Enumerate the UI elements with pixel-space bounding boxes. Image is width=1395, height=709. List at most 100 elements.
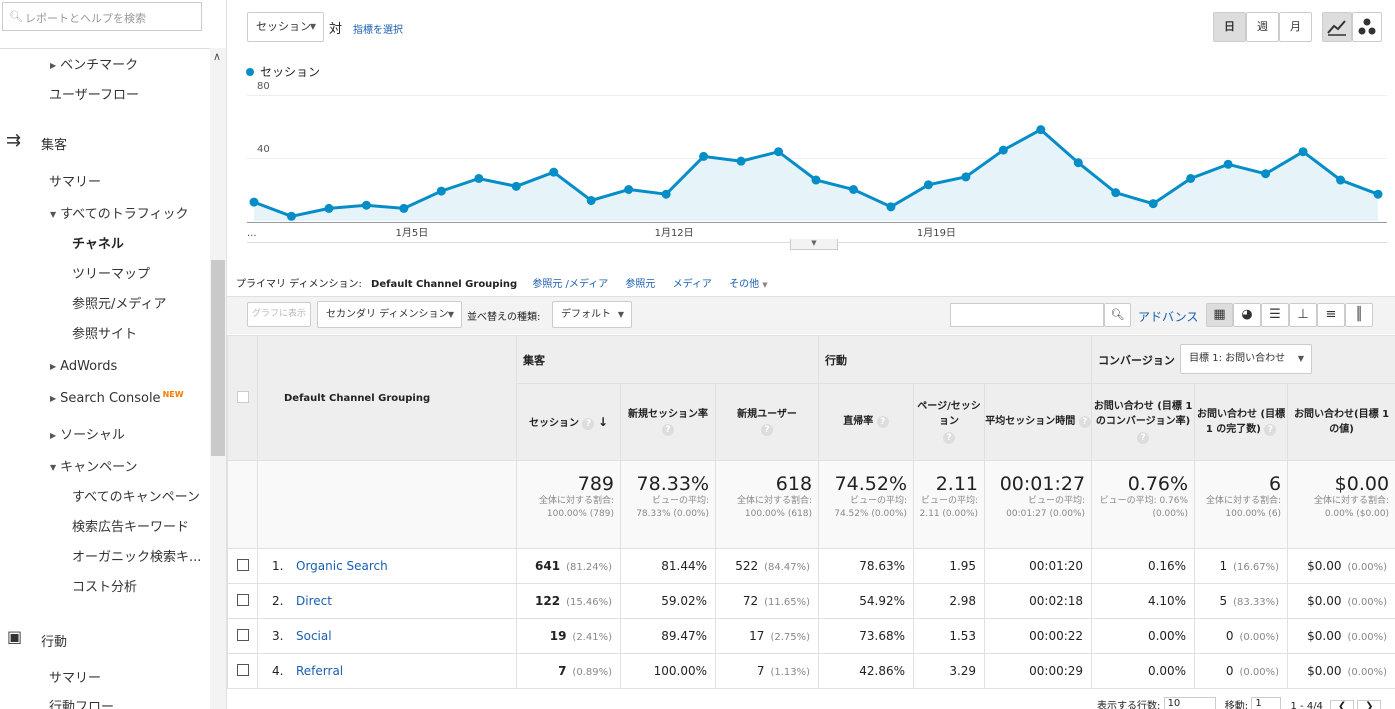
column-header-sessions[interactable]: セッション ? ↓ <box>516 383 621 461</box>
report-search-input[interactable]: 🔍︎ レポートとヘルプを検索 <box>2 2 202 31</box>
sidebar-item-treemap[interactable]: ツリーマップ <box>72 267 151 282</box>
sidebar-item-source-medium[interactable]: 参照元/メディア <box>72 297 167 312</box>
data-point[interactable] <box>1261 169 1271 179</box>
data-point[interactable] <box>661 189 671 199</box>
chart-collapse-handle[interactable]: ▼ <box>790 239 838 250</box>
advanced-filter-link[interactable]: アドバンス <box>1138 310 1199 324</box>
help-icon[interactable]: ? <box>1137 431 1150 444</box>
data-point[interactable] <box>1298 147 1308 157</box>
prev-page-button[interactable]: ❮ <box>1330 700 1355 709</box>
column-header-goal-completions[interactable]: お問い合わせ (目標 1 の完了数) ? <box>1194 383 1289 461</box>
table-search-button[interactable]: 🔍︎ <box>1104 303 1131 327</box>
dimension-option-more[interactable]: その他 ▼ <box>729 279 768 290</box>
secondary-dimension-select[interactable]: セカンダリ ディメンション ▼ <box>317 301 462 328</box>
column-header-new-users[interactable]: 新規ユーザー? <box>714 383 820 461</box>
metric-select[interactable]: セッション ▼ <box>247 12 324 42</box>
help-icon[interactable]: ? <box>662 424 674 436</box>
data-point[interactable] <box>361 200 371 210</box>
line-chart-button[interactable] <box>1322 12 1352 42</box>
data-point[interactable] <box>436 186 446 196</box>
data-point[interactable] <box>1036 125 1046 135</box>
data-point[interactable] <box>998 145 1008 155</box>
column-header-goal-value[interactable]: お問い合わせ(目標 1 の値) <box>1287 383 1395 461</box>
help-icon[interactable]: ? <box>943 431 956 444</box>
column-header-goal-conversion-rate[interactable]: お問い合わせ (目標 1 のコンバージョン率)? <box>1091 383 1196 461</box>
view-comparison-button[interactable]: ⊥ <box>1289 303 1317 327</box>
data-point[interactable] <box>923 180 933 190</box>
column-header-bounce-rate[interactable]: 直帰率 ? <box>818 383 915 461</box>
row-checkbox[interactable] <box>236 593 249 606</box>
sidebar-item-campaigns[interactable]: ▼ キャンペーン <box>50 460 138 475</box>
data-point[interactable] <box>886 202 896 212</box>
data-point[interactable] <box>961 172 971 182</box>
column-header-avg-duration[interactable]: 平均セッション時間 ? <box>984 383 1093 461</box>
view-term-cloud-button[interactable]: ≡ <box>1317 303 1345 327</box>
next-page-button[interactable]: ❯ <box>1357 700 1382 709</box>
motion-chart-button[interactable] <box>1352 12 1382 42</box>
plot-rows-button[interactable]: グラフに表示 <box>247 302 311 327</box>
data-point[interactable] <box>736 156 746 166</box>
sidebar-item-adwords[interactable]: ▶ AdWords <box>50 359 118 374</box>
table-search-input[interactable] <box>950 303 1104 327</box>
sidebar-item-cost-analysis[interactable]: コスト分析 <box>72 580 138 595</box>
dimension-option[interactable]: 参照元 /メディア <box>532 279 609 290</box>
table-row[interactable]: 2. Direct 122 (15.46%) 59.02% 72 (11.65%) 54.92… <box>227 583 1395 619</box>
data-point[interactable] <box>1223 159 1233 169</box>
sidebar-item-organic-keywords[interactable]: オーガニック検索キ... <box>72 550 202 565</box>
sidebar-section-behavior[interactable]: 行動 <box>41 635 68 650</box>
help-icon[interactable]: ? <box>582 417 595 430</box>
sidebar-item-behavior-summary[interactable]: サマリー <box>49 671 102 686</box>
choose-metric-link[interactable]: 指標を選択 <box>353 25 403 36</box>
sidebar-item-benchmark[interactable]: ▶ ベンチマーク <box>50 58 139 73</box>
row-dimension-link[interactable]: Organic Search <box>296 559 388 573</box>
sidebar-section-acquisition[interactable]: 集客 <box>41 138 68 153</box>
table-row[interactable]: 4. Referral 7 (0.89%) 100.00% 7 (1.13%) 42.86% 3… <box>227 653 1395 689</box>
goal-select[interactable]: 目標 1: お問い合わせ ▼ <box>1180 344 1313 374</box>
dimension-option[interactable]: 参照元 <box>625 279 656 290</box>
row-dimension-link[interactable]: Referral <box>296 664 344 678</box>
data-point[interactable] <box>1148 199 1158 209</box>
sidebar-item-behavior-flow[interactable]: 行動フロー <box>49 700 115 709</box>
select-all-checkbox[interactable] <box>236 390 249 403</box>
data-point[interactable] <box>699 151 709 161</box>
rows-per-page-select[interactable]: 10 <box>1163 697 1216 709</box>
data-point[interactable] <box>624 185 634 194</box>
sidebar-item-all-traffic[interactable]: ▼ すべてのトラフィック <box>50 207 189 222</box>
view-pivot-button[interactable]: ║ <box>1345 303 1373 327</box>
help-icon[interactable]: ? <box>876 416 889 429</box>
sidebar-item-search-console[interactable]: ▶ Search Console NEW <box>50 390 184 406</box>
sidebar-item-referrals[interactable]: 参照サイト <box>72 327 138 342</box>
row-checkbox[interactable] <box>236 663 249 676</box>
sidebar-item-all-campaigns[interactable]: すべてのキャンペーン <box>72 490 200 505</box>
view-performance-button[interactable]: ☰ <box>1261 303 1289 327</box>
data-point[interactable] <box>848 185 858 194</box>
data-point[interactable] <box>286 211 296 221</box>
data-point[interactable] <box>1073 158 1083 168</box>
sidebar-item-paid-keywords[interactable]: 検索広告キーワード <box>72 520 190 535</box>
dimension-option[interactable]: メディア <box>672 279 712 290</box>
row-dimension-link[interactable]: Social <box>296 629 332 643</box>
data-point[interactable] <box>1373 189 1383 199</box>
data-point[interactable] <box>324 203 334 213</box>
view-table-button[interactable]: ▦ <box>1206 303 1233 327</box>
dimension-option-active[interactable]: Default Channel Grouping <box>371 279 518 298</box>
row-checkbox[interactable] <box>236 558 249 571</box>
column-header-new-session-rate[interactable]: 新規セッション率 ? <box>620 383 716 461</box>
data-point[interactable] <box>549 167 559 177</box>
sidebar-item-channels[interactable]: チャネル <box>72 237 124 252</box>
goto-page-input[interactable]: 1 <box>1251 697 1282 709</box>
row-dimension-link[interactable]: Direct <box>296 594 332 608</box>
help-icon[interactable]: ? <box>1264 424 1277 436</box>
data-point[interactable] <box>474 173 484 183</box>
sidebar-scroll-thumb[interactable] <box>211 260 225 456</box>
data-point[interactable] <box>511 181 521 191</box>
data-point[interactable] <box>774 147 784 157</box>
data-point[interactable] <box>399 203 409 213</box>
data-point[interactable] <box>811 175 821 185</box>
data-point[interactable] <box>1336 175 1346 185</box>
period-week-button[interactable]: 週 <box>1246 12 1279 42</box>
sort-type-select[interactable]: デフォルト ▼ <box>552 301 632 328</box>
data-point[interactable] <box>1111 188 1121 198</box>
data-point[interactable] <box>249 197 259 207</box>
help-icon[interactable]: ? <box>1078 416 1091 429</box>
